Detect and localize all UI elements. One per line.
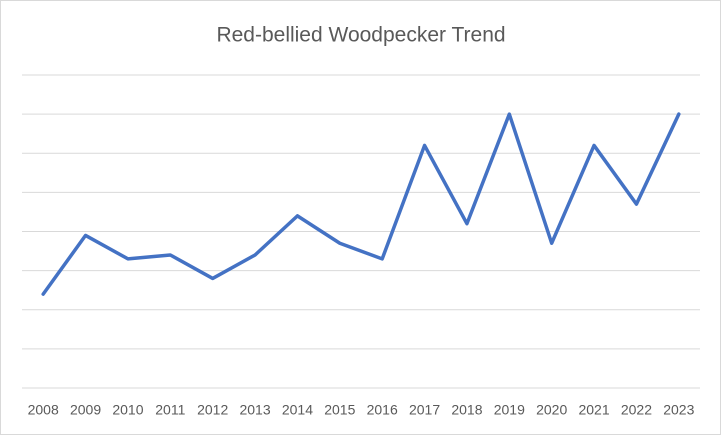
x-tick-label: 2016 — [367, 402, 398, 418]
data-line — [41, 112, 681, 296]
x-tick-label: 2019 — [494, 402, 525, 418]
x-tick-label: 2015 — [324, 402, 355, 418]
x-tick-label: 2008 — [28, 402, 59, 418]
x-tick-label: 2010 — [112, 402, 143, 418]
x-tick-label: 2017 — [409, 402, 440, 418]
x-tick-label: 2012 — [197, 402, 228, 418]
x-tick-label: 2014 — [282, 402, 313, 418]
x-tick-label: 2021 — [578, 402, 609, 418]
x-tick-label: 2022 — [621, 402, 652, 418]
x-tick-label: 2011 — [155, 402, 185, 418]
x-tick-label: 2013 — [239, 402, 270, 418]
x-tick-label: 2009 — [70, 402, 101, 418]
x-tick-label: 2018 — [451, 402, 482, 418]
x-tick-label: 2020 — [536, 402, 567, 418]
chart-title: Red-bellied Woodpecker Trend — [216, 24, 505, 47]
x-tick-label: 2023 — [663, 402, 694, 418]
